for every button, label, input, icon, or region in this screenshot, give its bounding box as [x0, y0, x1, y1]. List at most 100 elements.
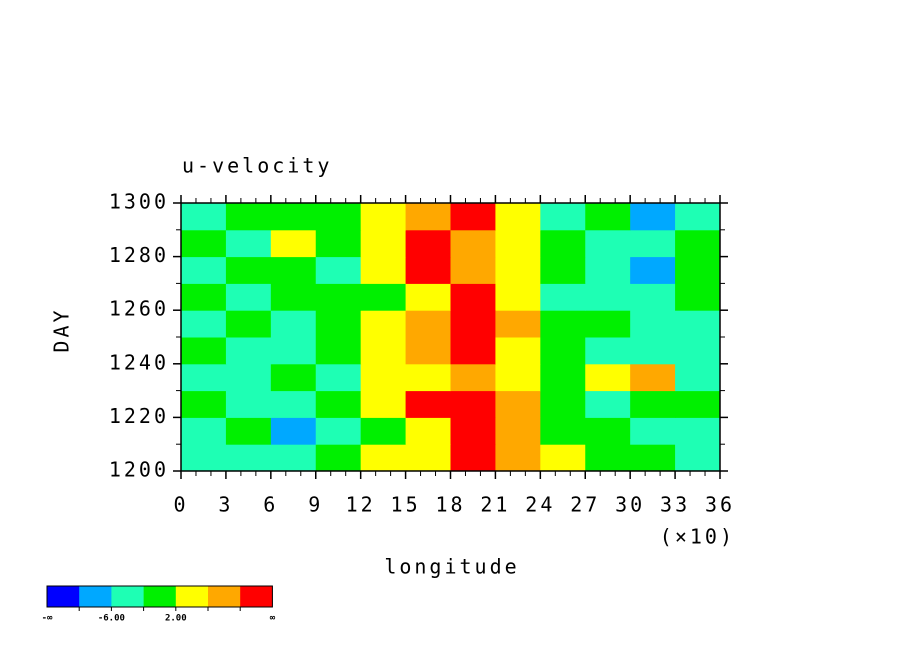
cell	[540, 337, 586, 365]
x-multiplier: (×10)	[660, 525, 735, 549]
cell	[360, 256, 407, 284]
colorbar-swatch	[240, 586, 273, 607]
cell	[585, 229, 631, 258]
cell	[450, 337, 496, 365]
x-tick-label: 6	[263, 493, 278, 517]
cell	[450, 363, 496, 392]
cell	[360, 390, 407, 418]
cell	[225, 256, 272, 284]
cell	[675, 363, 721, 392]
cell	[630, 444, 676, 472]
cell	[225, 337, 272, 365]
x-tick-label: 3	[218, 493, 233, 517]
cell	[405, 337, 451, 365]
cell	[270, 310, 317, 338]
cell	[495, 390, 541, 418]
cell	[270, 444, 317, 472]
x-tick-label: 9	[308, 493, 323, 517]
cell	[225, 363, 272, 392]
cell	[315, 256, 362, 284]
cell	[405, 363, 451, 392]
cell	[585, 363, 631, 392]
cell	[181, 363, 227, 392]
cell	[405, 256, 451, 284]
cell	[315, 203, 362, 231]
cell	[405, 310, 451, 338]
cell	[540, 390, 586, 418]
cell	[360, 203, 407, 231]
cell	[360, 283, 407, 311]
cell	[405, 283, 451, 311]
colorbar-label: -6.00	[98, 614, 125, 624]
x-tick-label: 15	[391, 493, 421, 517]
cell	[450, 390, 496, 418]
cell	[225, 310, 272, 338]
cell	[405, 203, 451, 231]
cell	[225, 283, 272, 311]
cell	[585, 444, 631, 472]
colorbar-label: ∞	[270, 614, 276, 624]
cell	[181, 283, 227, 311]
colorbar-swatch	[143, 586, 177, 607]
cell	[540, 229, 586, 258]
cell	[270, 417, 317, 445]
cell	[360, 310, 407, 338]
cell	[315, 229, 362, 258]
cell	[270, 337, 317, 365]
cell	[405, 229, 451, 258]
y-axis-label: DAY	[50, 307, 74, 352]
chart-title: u-velocity	[182, 154, 332, 178]
colorbar-label: -∞	[42, 614, 53, 624]
x-axis-label: longitude	[384, 555, 519, 579]
x-tick-label: 27	[570, 493, 600, 517]
cell	[360, 337, 407, 365]
cell	[675, 444, 721, 472]
x-tick-label: 12	[346, 493, 376, 517]
cell	[225, 229, 272, 258]
cell	[675, 417, 721, 445]
cell	[315, 363, 362, 392]
cell	[450, 229, 496, 258]
cell	[315, 283, 362, 311]
cell	[675, 256, 721, 284]
cell	[495, 337, 541, 365]
cell	[630, 337, 676, 365]
cell	[450, 417, 496, 445]
cell	[675, 310, 721, 338]
x-tick-label: 33	[660, 493, 690, 517]
y-tick-label: 1200	[109, 458, 169, 482]
cell	[585, 256, 631, 284]
cell	[450, 310, 496, 338]
cell	[495, 444, 541, 472]
cell	[540, 363, 586, 392]
cell	[315, 337, 362, 365]
cell	[585, 310, 631, 338]
cell	[450, 256, 496, 284]
cell	[675, 203, 721, 231]
cell	[270, 390, 317, 418]
cell	[630, 229, 676, 258]
cell	[495, 283, 541, 311]
cell	[675, 229, 721, 258]
cell	[540, 283, 586, 311]
cell	[315, 444, 362, 472]
cell	[585, 337, 631, 365]
cell	[450, 444, 496, 472]
cell	[540, 256, 586, 284]
cell	[630, 203, 676, 231]
cell	[405, 417, 451, 445]
cell	[450, 203, 496, 231]
cell	[495, 203, 541, 231]
x-tick-label: 0	[173, 493, 188, 517]
cell	[405, 390, 451, 418]
cell	[225, 203, 272, 231]
cell	[585, 390, 631, 418]
x-tick-label: 30	[615, 493, 645, 517]
cell	[495, 229, 541, 258]
cell	[181, 310, 227, 338]
cell	[675, 390, 721, 418]
cell	[585, 283, 631, 311]
x-tick-label: 36	[705, 493, 735, 517]
cell	[315, 390, 362, 418]
